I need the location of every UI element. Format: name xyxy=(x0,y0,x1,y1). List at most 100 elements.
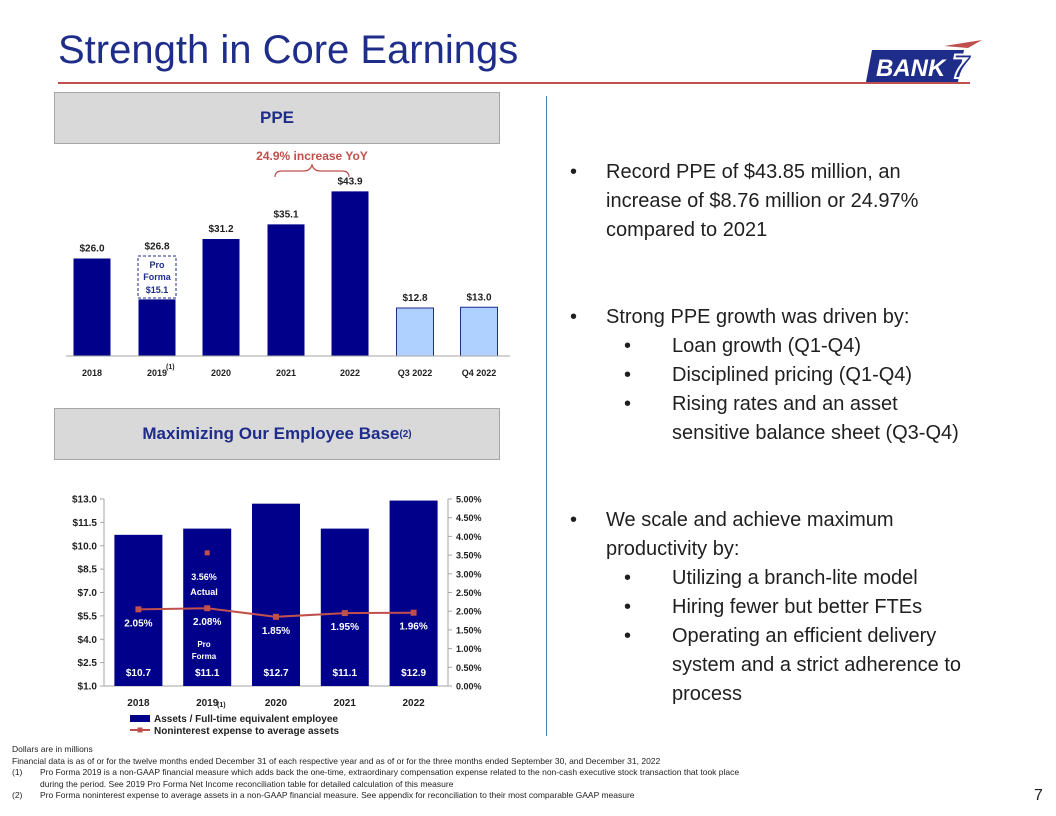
footnote-2-text: Pro Forma noninterest expense to average… xyxy=(40,790,635,800)
bank7-logo: BANK 7 xyxy=(866,40,982,86)
emp-category-label: 2022 xyxy=(402,698,425,709)
sub-bullet-text: Rising rates and an asset xyxy=(672,393,898,415)
legend-line-marker xyxy=(137,727,143,733)
sub-bullet-text: Loan growth (Q1-Q4) xyxy=(672,335,861,357)
sub-bullet-text: sensitive balance sheet (Q3-Q4) xyxy=(672,422,959,444)
page-title: Strength in Core Earnings xyxy=(58,28,519,72)
emp-expense-value-label: 2.05% xyxy=(124,618,152,629)
sub-bullet-dot: • xyxy=(624,596,632,618)
left-axis-tick-label: $8.5 xyxy=(78,565,98,576)
footnote-2-marker: (2) xyxy=(12,790,23,800)
emp-category-label: 2020 xyxy=(265,698,288,709)
ppe-bar xyxy=(138,299,176,356)
bullet-line: increase of $8.76 million or 24.97% xyxy=(606,190,919,212)
emp-bar-value-label: $12.7 xyxy=(263,668,288,679)
footnote-2: (2) Pro Forma noninterest expense to ave… xyxy=(12,790,972,802)
title-divider xyxy=(58,82,970,84)
emp-actual-label: Actual xyxy=(190,587,218,597)
bullet-ppe-growth: • Strong PPE growth was driven by: xyxy=(568,303,1028,332)
ppe-bar-value-label: $26.0 xyxy=(79,244,104,255)
bullet-line: productivity by: xyxy=(606,538,740,560)
bullet-line: Strong PPE growth was driven by: xyxy=(606,306,910,328)
emp-expense-marker xyxy=(341,610,348,617)
sub-bullet-text: Hiring fewer but better FTEs xyxy=(672,596,923,618)
sub-bullet-pricing: • Disciplined pricing (Q1-Q4) xyxy=(568,361,1028,390)
emp-actual-marker xyxy=(204,550,210,556)
bullet-line: We scale and achieve maximum xyxy=(606,509,894,531)
right-axis-tick-label: 0.00% xyxy=(456,682,482,692)
emp-expense-marker xyxy=(273,613,279,620)
emp-category-label: 2019 xyxy=(196,698,219,709)
legend-bar-swatch xyxy=(130,715,150,722)
column-divider xyxy=(546,96,547,736)
right-axis-tick-label: 0.50% xyxy=(456,663,482,673)
sub-bullet-dot: • xyxy=(624,393,632,415)
emp-bar xyxy=(389,500,438,686)
emp-category-label: 2021 xyxy=(334,698,357,709)
left-axis-tick-label: $11.5 xyxy=(73,518,98,529)
logo-text: BANK xyxy=(876,55,947,82)
emp-expense-marker xyxy=(135,606,142,613)
footnote-units: Dollars are in millions xyxy=(12,744,93,754)
sub-bullet-text: Disciplined pricing (Q1-Q4) xyxy=(672,364,913,386)
ppe-2019-footnote-marker: (1) xyxy=(166,364,175,371)
left-axis-tick-label: $5.5 xyxy=(78,611,98,622)
employee-panel-header: Maximizing Our Employee Base (2) xyxy=(54,408,500,460)
sub-bullet-text: Utilizing a branch-lite model xyxy=(672,567,918,589)
emp-expense-value-label: 2.08% xyxy=(193,617,221,628)
footnote-1-marker: (1) xyxy=(12,767,23,777)
left-axis-tick-label: $4.0 xyxy=(78,635,98,646)
emp-2019-footnote-marker: (1) xyxy=(217,702,226,709)
page-number: 7 xyxy=(1034,787,1043,804)
footnotes: Dollars are in millions Financial data i… xyxy=(12,744,972,802)
ppe-bar-value-label: $26.8 xyxy=(144,242,169,253)
ppe-panel-header: PPE xyxy=(54,92,500,144)
left-axis-tick-label: $2.5 xyxy=(78,658,98,669)
emp-bar-value-label: $11.1 xyxy=(195,668,220,679)
ppe-increase-annotation: 24.9% increase YoY xyxy=(256,149,368,163)
bullet-dot: • xyxy=(570,161,578,183)
ppe-header-label: PPE xyxy=(259,108,295,127)
ppe-pro-forma-line1: Pro xyxy=(149,260,165,270)
right-axis-tick-label: 4.50% xyxy=(456,513,482,523)
employee-header-footnote: (2) xyxy=(399,428,412,440)
sub-bullet-dot: • xyxy=(624,567,632,589)
emp-pro-label: Pro xyxy=(197,640,210,649)
ppe-category-label: Q4 2022 xyxy=(462,368,497,378)
sub-bullet-branch-lite: • Utilizing a branch-lite model xyxy=(568,564,1028,593)
ppe-category-label: 2022 xyxy=(340,368,360,378)
bullet-dot: • xyxy=(570,306,578,328)
emp-expense-marker xyxy=(410,609,417,616)
sub-bullet-text: system and a strict adherence to xyxy=(672,654,962,676)
footnote-1-text: Pro Forma 2019 is a non-GAAP financial m… xyxy=(40,767,740,777)
bullet-line: compared to 2021 xyxy=(606,219,768,241)
sub-bullet-dot: • xyxy=(624,364,632,386)
right-axis-tick-label: 2.00% xyxy=(456,607,482,617)
bullet-dot: • xyxy=(570,509,578,531)
emp-category-label: 2018 xyxy=(127,698,150,709)
sub-bullet-rising-rates: • Rising rates and an asset sensitive ba… xyxy=(568,390,1028,448)
emp-expense-value-label: 1.85% xyxy=(262,626,290,637)
ppe-bar xyxy=(202,239,240,356)
left-axis-tick-label: $10.0 xyxy=(72,541,97,552)
ppe-bar-value-label: $43.9 xyxy=(337,176,362,187)
ppe-category-label: 2018 xyxy=(82,368,102,378)
right-axis-tick-label: 5.00% xyxy=(456,495,482,505)
sub-bullet-loan-growth: • Loan growth (Q1-Q4) xyxy=(568,332,1028,361)
ppe-bar-value-label: $31.2 xyxy=(208,224,233,235)
emp-actual-value: 3.56% xyxy=(191,572,217,582)
emp-bar xyxy=(252,503,300,686)
bullet-scale: • We scale and achieve maximum productiv… xyxy=(568,506,1028,564)
emp-forma-label: Forma xyxy=(192,652,217,661)
ppe-bar xyxy=(73,258,111,356)
logo-background xyxy=(866,50,964,82)
legend-line-label: Noninterest expense to average assets xyxy=(154,726,340,737)
sub-bullet-dot: • xyxy=(624,625,632,647)
right-axis-tick-label: 2.50% xyxy=(456,588,482,598)
right-axis-tick-label: 1.50% xyxy=(456,625,482,635)
sub-bullet-text: process xyxy=(672,683,743,705)
ppe-category-label: 2020 xyxy=(211,368,231,378)
footnote-period: Financial data is as of or for the twelv… xyxy=(12,755,661,766)
ppe-category-label: 2021 xyxy=(276,368,296,378)
ppe-chart: 24.9% increase YoY $26.0 2018 $26.8 2019 $31… xyxy=(66,149,510,378)
